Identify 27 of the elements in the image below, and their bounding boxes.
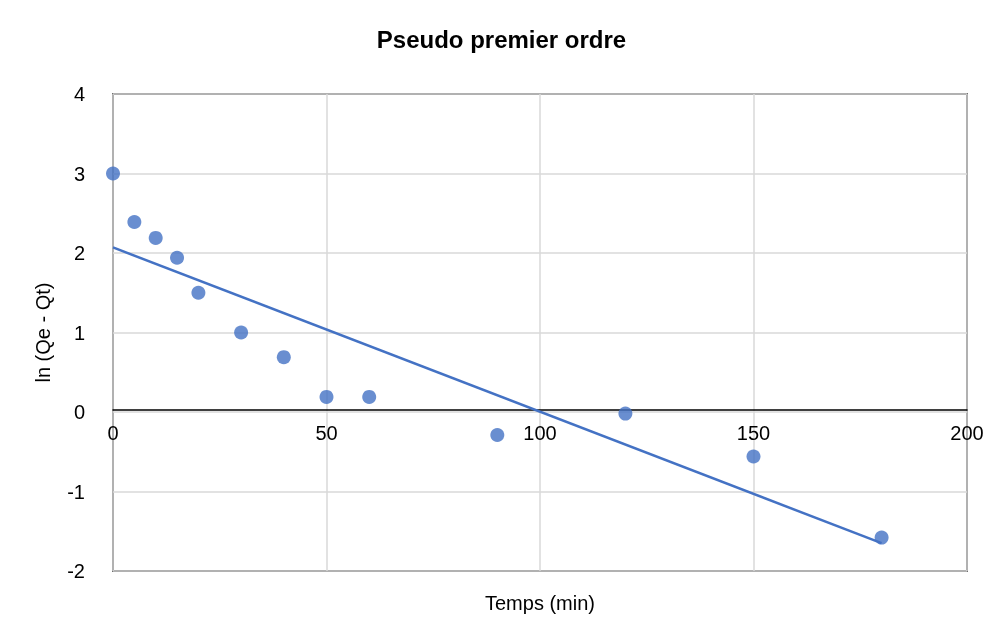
point bbox=[106, 166, 120, 181]
point bbox=[362, 389, 377, 404]
y-tick-label: 2 bbox=[73, 242, 85, 264]
point bbox=[276, 350, 291, 365]
y-axis-title: ln (Qe - Qt) bbox=[32, 282, 54, 383]
y-tick-label: -2 bbox=[67, 560, 85, 582]
point bbox=[127, 215, 142, 229]
point bbox=[618, 406, 633, 421]
x-tick-label: 200 bbox=[950, 422, 984, 445]
point bbox=[490, 428, 505, 443]
point bbox=[191, 285, 206, 300]
y-tick-label: 0 bbox=[73, 401, 85, 423]
point bbox=[746, 449, 761, 464]
x-tick-label: 0 bbox=[107, 422, 119, 445]
point bbox=[234, 325, 249, 340]
y-tick-label: 4 bbox=[73, 83, 85, 105]
x-tick-label: 100 bbox=[523, 422, 557, 445]
y-tick-label: 1 bbox=[73, 321, 85, 344]
point bbox=[170, 250, 185, 265]
y-tick-label: -1 bbox=[67, 480, 85, 503]
x-tick-label: 150 bbox=[736, 422, 771, 445]
chart-title: Pseudo premier ordre bbox=[376, 25, 627, 53]
y-tick-label: 3 bbox=[73, 162, 85, 185]
x-axis-title: Temps (min) bbox=[484, 592, 596, 614]
point bbox=[319, 389, 334, 404]
x-tick-label: 50 bbox=[315, 422, 338, 445]
point bbox=[148, 230, 163, 245]
